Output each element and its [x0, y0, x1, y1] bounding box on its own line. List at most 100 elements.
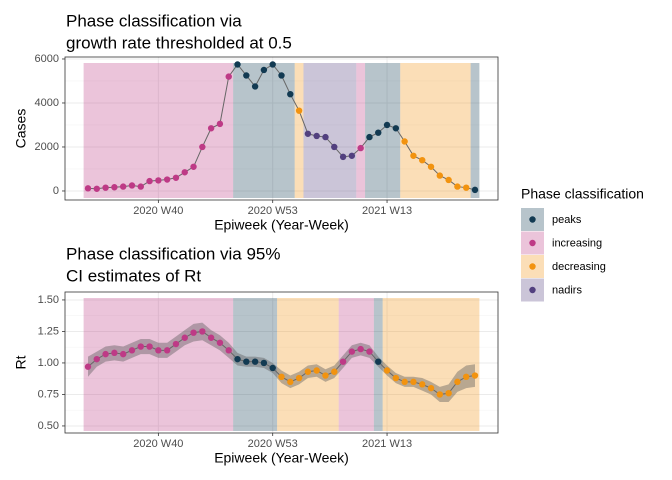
data-point — [375, 358, 382, 365]
x-tick-label: 2021 W13 — [362, 205, 412, 217]
data-point — [163, 347, 171, 354]
legend-point — [529, 286, 536, 294]
phase-band — [83, 63, 234, 198]
data-point — [348, 152, 356, 159]
phase-band — [303, 63, 357, 198]
ci-ribbon — [88, 322, 475, 403]
phase-band — [470, 63, 480, 198]
data-point — [287, 90, 294, 98]
y-tick-label: 0.50 — [38, 420, 59, 432]
data-point — [102, 350, 109, 358]
data-point — [119, 183, 127, 190]
legend-point — [529, 216, 536, 223]
data-point — [146, 177, 153, 185]
legend-title: Phase classification — [521, 186, 644, 202]
x-axis-title: Epiweek (Year-Week) — [214, 217, 349, 233]
phase-band — [294, 63, 304, 198]
data-point — [304, 130, 312, 137]
y-axis-title: Rt — [13, 355, 29, 369]
phase-band — [356, 63, 366, 198]
data-point — [375, 129, 382, 136]
data-point — [331, 143, 338, 151]
data-point — [181, 334, 188, 341]
data-point — [278, 373, 285, 381]
data-point — [128, 347, 136, 354]
data-point — [419, 381, 426, 388]
data-point — [190, 329, 197, 336]
data-point — [427, 384, 435, 392]
chart-title: Phase classification via 95% — [66, 244, 281, 263]
y-tick-label: 1.50 — [38, 294, 59, 306]
x-tick-label: 2021 W13 — [362, 438, 412, 450]
data-point — [234, 61, 241, 68]
y-tick-label: 1.25 — [38, 325, 59, 337]
data-point — [427, 163, 435, 170]
legend-label: increasing — [552, 237, 602, 249]
phase-band — [277, 298, 339, 431]
data-point — [269, 364, 276, 372]
data-point — [295, 374, 303, 382]
data-point — [207, 125, 215, 132]
data-point — [322, 372, 329, 379]
data-point — [128, 182, 136, 189]
data-point — [190, 163, 197, 170]
data-point — [111, 184, 118, 191]
data-point — [137, 183, 144, 190]
data-point — [454, 378, 461, 386]
data-point — [207, 334, 215, 341]
data-point — [93, 185, 100, 192]
data-point — [243, 358, 250, 365]
data-point — [251, 83, 259, 90]
chart-title: Phase classification via — [66, 11, 242, 30]
data-point — [146, 343, 153, 350]
data-point — [348, 348, 356, 355]
data-point — [357, 345, 364, 353]
data-point — [111, 349, 118, 357]
x-tick-label: 2020 W53 — [248, 205, 298, 217]
y-axis-title: Cases — [13, 109, 29, 149]
data-point — [392, 374, 400, 382]
data-point — [243, 72, 250, 79]
data-point — [445, 176, 452, 184]
data-point — [93, 355, 100, 363]
data-point — [410, 152, 417, 159]
data-point — [119, 350, 127, 358]
phase-band — [400, 63, 471, 198]
data-point — [322, 133, 329, 141]
data-point — [463, 373, 470, 381]
x-tick-label: 2020 W40 — [133, 438, 183, 450]
data-point — [410, 378, 417, 386]
y-tick-label: 0 — [53, 185, 59, 197]
data-point — [304, 368, 312, 375]
data-point — [383, 121, 391, 129]
data-point — [84, 185, 92, 192]
x-tick-label: 2020 W53 — [248, 438, 298, 450]
data-point — [471, 372, 479, 379]
data-point — [295, 107, 303, 114]
data-point — [199, 143, 206, 151]
panel-border — [64, 56, 499, 201]
x-axis-title: Epiweek (Year-Week) — [214, 450, 349, 466]
data-point — [463, 184, 470, 191]
data-point — [251, 358, 259, 365]
legend-label: peaks — [552, 214, 582, 226]
data-point — [392, 125, 400, 132]
data-point — [436, 172, 444, 179]
data-point — [339, 153, 347, 161]
data-point — [278, 72, 285, 79]
data-point — [102, 184, 109, 191]
data-point — [331, 368, 338, 375]
data-point — [436, 391, 444, 398]
y-tick-label: 4000 — [35, 97, 59, 109]
data-point — [84, 363, 92, 370]
data-point — [471, 186, 479, 194]
data-point — [445, 389, 452, 397]
data-point — [287, 378, 294, 386]
data-point — [260, 66, 268, 74]
data-point — [234, 355, 241, 363]
data-point — [419, 156, 426, 164]
y-tick-label: 2000 — [35, 141, 59, 153]
x-tick-label: 2020 W40 — [133, 205, 183, 217]
